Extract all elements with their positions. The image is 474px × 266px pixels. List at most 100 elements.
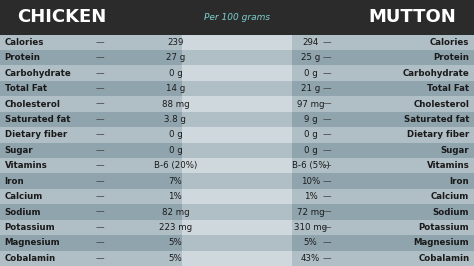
Text: Carbohydrate: Carbohydrate <box>5 69 72 78</box>
Text: 82 mg: 82 mg <box>162 207 189 217</box>
Text: 0 g: 0 g <box>303 130 318 139</box>
Text: 223 mg: 223 mg <box>159 223 192 232</box>
FancyBboxPatch shape <box>0 158 182 173</box>
FancyBboxPatch shape <box>182 235 292 251</box>
FancyBboxPatch shape <box>292 235 474 251</box>
Text: Carbohydrate: Carbohydrate <box>402 69 469 78</box>
Text: Iron: Iron <box>5 177 24 186</box>
Text: —: — <box>95 146 104 155</box>
Text: 88 mg: 88 mg <box>162 99 189 109</box>
Text: —: — <box>323 99 331 109</box>
Text: 1%: 1% <box>303 192 318 201</box>
Text: Per 100 grams: Per 100 grams <box>204 13 270 22</box>
Text: 9 g: 9 g <box>304 115 317 124</box>
FancyBboxPatch shape <box>292 65 474 81</box>
Text: Sugar: Sugar <box>5 146 33 155</box>
Text: Total Fat: Total Fat <box>427 84 469 93</box>
Text: Sugar: Sugar <box>441 146 469 155</box>
FancyBboxPatch shape <box>182 65 292 81</box>
Text: 0 g: 0 g <box>303 69 318 78</box>
FancyBboxPatch shape <box>0 251 182 266</box>
FancyBboxPatch shape <box>182 143 292 158</box>
FancyBboxPatch shape <box>0 189 182 204</box>
FancyBboxPatch shape <box>182 189 292 204</box>
FancyBboxPatch shape <box>182 220 292 235</box>
Text: Dietary fiber: Dietary fiber <box>5 130 67 139</box>
Text: —: — <box>95 69 104 78</box>
Text: 5%: 5% <box>168 238 182 247</box>
Text: —: — <box>95 161 104 170</box>
FancyBboxPatch shape <box>292 220 474 235</box>
FancyBboxPatch shape <box>182 35 292 50</box>
Text: —: — <box>323 254 331 263</box>
Text: 72 mg: 72 mg <box>297 207 324 217</box>
FancyBboxPatch shape <box>0 50 182 65</box>
Text: Total Fat: Total Fat <box>5 84 47 93</box>
Text: 0 g: 0 g <box>168 69 182 78</box>
Text: 0 g: 0 g <box>168 146 182 155</box>
Text: —: — <box>323 38 331 47</box>
FancyBboxPatch shape <box>0 0 474 35</box>
Text: —: — <box>95 115 104 124</box>
Text: Cobalamin: Cobalamin <box>5 254 56 263</box>
FancyBboxPatch shape <box>292 50 474 65</box>
FancyBboxPatch shape <box>292 189 474 204</box>
Text: Sodium: Sodium <box>5 207 41 217</box>
Text: Calcium: Calcium <box>5 192 43 201</box>
Text: Sodium: Sodium <box>433 207 469 217</box>
Text: Magnesium: Magnesium <box>414 238 469 247</box>
Text: Cobalamin: Cobalamin <box>418 254 469 263</box>
FancyBboxPatch shape <box>292 158 474 173</box>
Text: Saturated fat: Saturated fat <box>404 115 469 124</box>
Text: —: — <box>95 38 104 47</box>
Text: —: — <box>323 115 331 124</box>
Text: 310 mg: 310 mg <box>294 223 327 232</box>
Text: 1%: 1% <box>168 192 182 201</box>
Text: CHICKEN: CHICKEN <box>17 8 106 26</box>
Text: —: — <box>323 192 331 201</box>
FancyBboxPatch shape <box>182 251 292 266</box>
Text: 21 g: 21 g <box>301 84 320 93</box>
FancyBboxPatch shape <box>0 235 182 251</box>
FancyBboxPatch shape <box>292 143 474 158</box>
FancyBboxPatch shape <box>182 173 292 189</box>
Text: —: — <box>323 177 331 186</box>
Text: 239: 239 <box>167 38 183 47</box>
FancyBboxPatch shape <box>292 112 474 127</box>
Text: B-6 (20%): B-6 (20%) <box>154 161 197 170</box>
Text: 10%: 10% <box>301 177 320 186</box>
Text: Vitamins: Vitamins <box>427 161 469 170</box>
Text: —: — <box>323 207 331 217</box>
Text: Calcium: Calcium <box>431 192 469 201</box>
Text: —: — <box>323 84 331 93</box>
Text: 5%: 5% <box>303 238 318 247</box>
FancyBboxPatch shape <box>292 35 474 50</box>
Text: 25 g: 25 g <box>301 53 320 62</box>
FancyBboxPatch shape <box>292 173 474 189</box>
Text: —: — <box>95 192 104 201</box>
FancyBboxPatch shape <box>0 35 182 50</box>
Text: B-6 (5%): B-6 (5%) <box>292 161 329 170</box>
FancyBboxPatch shape <box>292 127 474 143</box>
Text: 0 g: 0 g <box>303 146 318 155</box>
Text: Cholesterol: Cholesterol <box>413 99 469 109</box>
Text: —: — <box>95 223 104 232</box>
FancyBboxPatch shape <box>182 50 292 65</box>
Text: Dietary fiber: Dietary fiber <box>407 130 469 139</box>
FancyBboxPatch shape <box>292 251 474 266</box>
Text: —: — <box>323 238 331 247</box>
Text: —: — <box>95 99 104 109</box>
Text: —: — <box>323 161 331 170</box>
FancyBboxPatch shape <box>0 127 182 143</box>
Text: —: — <box>323 69 331 78</box>
Text: Vitamins: Vitamins <box>5 161 47 170</box>
Text: —: — <box>95 177 104 186</box>
Text: Potassium: Potassium <box>5 223 55 232</box>
FancyBboxPatch shape <box>0 81 182 96</box>
FancyBboxPatch shape <box>0 204 182 220</box>
Text: —: — <box>95 130 104 139</box>
Text: Cholesterol: Cholesterol <box>5 99 61 109</box>
Text: Protein: Protein <box>433 53 469 62</box>
FancyBboxPatch shape <box>182 204 292 220</box>
FancyBboxPatch shape <box>182 112 292 127</box>
